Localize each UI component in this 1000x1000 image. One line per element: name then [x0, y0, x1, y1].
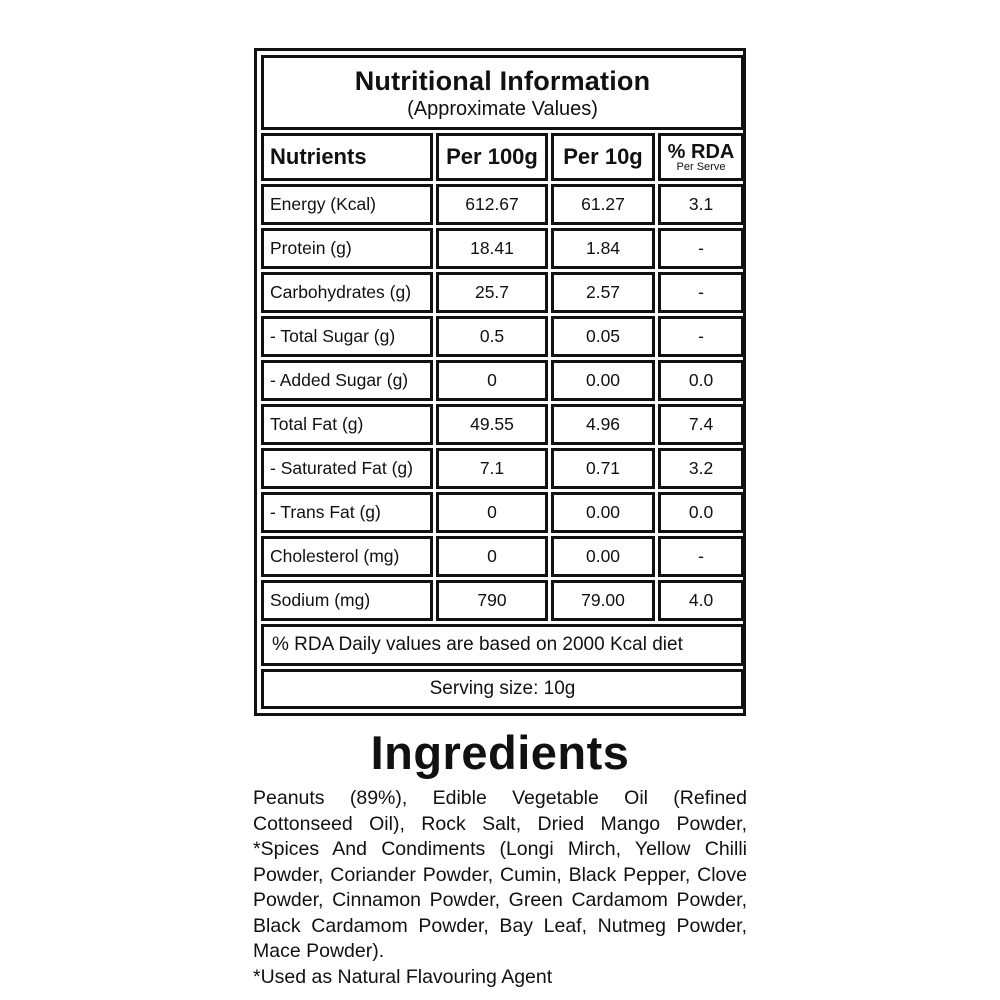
table-row: - Added Sugar (g) 0 0.00 0.0: [261, 360, 745, 401]
table-row: Total Fat (g) 49.55 4.96 7.4: [261, 404, 745, 445]
per-100g-cell: 790: [436, 580, 548, 621]
per-10g-cell: 79.00: [551, 580, 655, 621]
col-header-rda: % RDA Per Serve: [658, 133, 745, 181]
per-100g-cell: 49.55: [436, 404, 548, 445]
per-100g-cell: 7.1: [436, 448, 548, 489]
nutrient-name-cell: Sodium (mg): [261, 580, 433, 621]
ingredients-title: Ingredients: [370, 726, 630, 779]
flavouring-note: *Used as Natural Flavouring Agent: [253, 965, 553, 988]
serving-size: Serving size: 10g: [261, 669, 745, 709]
per-10g-cell: 0.00: [551, 360, 655, 401]
nutrient-name-cell: - Total Sugar (g): [261, 316, 433, 357]
col-header-nutrients: Nutrients: [261, 133, 433, 181]
nutrient-name-cell: Cholesterol (mg): [261, 536, 433, 577]
per-10g-cell: 0.71: [551, 448, 655, 489]
table-row: Protein (g) 18.41 1.84 -: [261, 228, 745, 269]
nutrient-name-cell: Carbohydrates (g): [261, 272, 433, 313]
per-10g-cell: 61.27: [551, 184, 655, 225]
per-100g-cell: 0.5: [436, 316, 548, 357]
rda-cell: 3.2: [658, 448, 745, 489]
col-header-per-100g: Per 100g: [436, 133, 548, 181]
rda-cell: 0.0: [658, 360, 745, 401]
rda-label: % RDA: [667, 140, 735, 163]
rda-cell: -: [658, 272, 745, 313]
table-row: - Trans Fat (g) 0 0.00 0.0: [261, 492, 745, 533]
nutrient-name-cell: Energy (Kcal): [261, 184, 433, 225]
per-100g-cell: 612.67: [436, 184, 548, 225]
per-100g-cell: 0: [436, 536, 548, 577]
per-100g-cell: 18.41: [436, 228, 548, 269]
nutrient-name-cell: - Saturated Fat (g): [261, 448, 433, 489]
rda-cell: -: [658, 536, 745, 577]
nutrition-subtitle: (Approximate Values): [407, 98, 598, 120]
rda-cell: 3.1: [658, 184, 745, 225]
table-row: Energy (Kcal) 612.67 61.27 3.1: [261, 184, 745, 225]
nutrient-name-cell: - Added Sugar (g): [261, 360, 433, 401]
nutrient-name-cell: Protein (g): [261, 228, 433, 269]
table-row: Sodium (mg) 790 79.00 4.0: [261, 580, 745, 621]
rda-cell: -: [658, 228, 745, 269]
rda-footnote: % RDA Daily values are based on 2000 Kca…: [261, 624, 745, 666]
col-header-per-10g: Per 10g: [551, 133, 655, 181]
per-100g-cell: 25.7: [436, 272, 548, 313]
per-10g-cell: 4.96: [551, 404, 655, 445]
rda-cell: -: [658, 316, 745, 357]
table-title-row: Nutritional Information (Approximate Val…: [261, 55, 745, 130]
rda-cell: 7.4: [658, 404, 745, 445]
table-title-cell: Nutritional Information (Approximate Val…: [261, 55, 745, 130]
ingredients-section: Ingredients Peanuts (89%), Edible Vegeta…: [253, 728, 747, 990]
rda-sublabel: Per Serve: [676, 160, 726, 173]
table-row: Carbohydrates (g) 25.7 2.57 -: [261, 272, 745, 313]
table-footnote-row: % RDA Daily values are based on 2000 Kca…: [261, 624, 745, 666]
per-100g-cell: 0: [436, 360, 548, 401]
table-row: - Saturated Fat (g) 7.1 0.71 3.2: [261, 448, 745, 489]
table-row: Cholesterol (mg) 0 0.00 -: [261, 536, 745, 577]
per-10g-cell: 2.57: [551, 272, 655, 313]
ingredients-text: Peanuts (89%), Edible Vegetable Oil (Ref…: [253, 787, 747, 963]
per-100g-cell: 0: [436, 492, 548, 533]
per-10g-cell: 0.00: [551, 492, 655, 533]
nutrition-title: Nutritional Information: [354, 66, 651, 96]
rda-cell: 0.0: [658, 492, 745, 533]
table-serving-row: Serving size: 10g: [261, 669, 745, 709]
nutrient-name-cell: Total Fat (g): [261, 404, 433, 445]
per-10g-cell: 1.84: [551, 228, 655, 269]
table-header-row: Nutrients Per 100g Per 10g % RDA Per Ser…: [261, 133, 745, 181]
table-row: - Total Sugar (g) 0.5 0.05 -: [261, 316, 745, 357]
rda-cell: 4.0: [658, 580, 745, 621]
nutrition-table: Nutritional Information (Approximate Val…: [258, 52, 747, 712]
per-10g-cell: 0.05: [551, 316, 655, 357]
nutrient-name-cell: - Trans Fat (g): [261, 492, 433, 533]
nutrition-table-box: Nutritional Information (Approximate Val…: [254, 48, 746, 716]
per-10g-cell: 0.00: [551, 536, 655, 577]
